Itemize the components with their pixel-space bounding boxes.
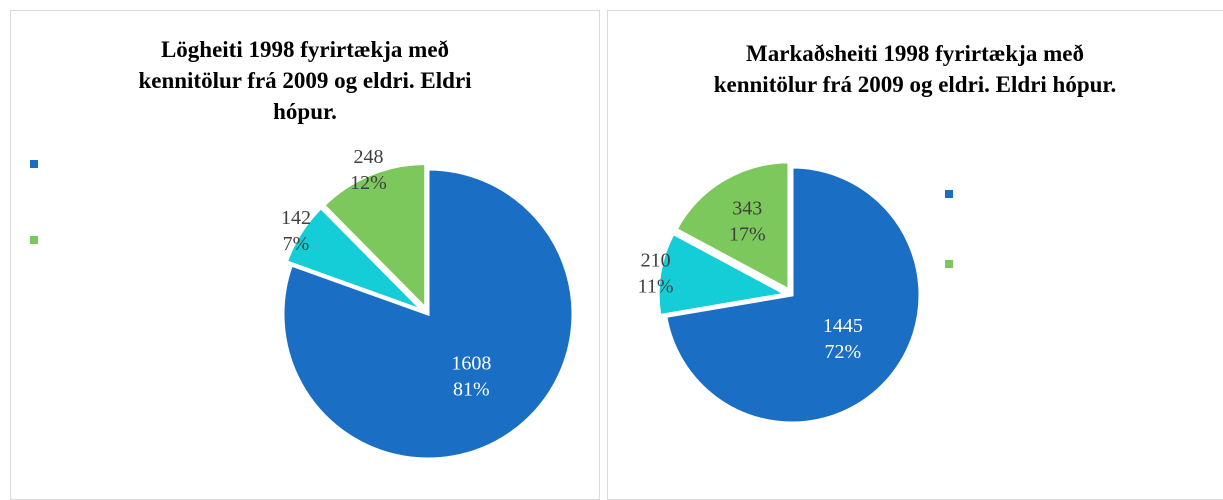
legend-swatch (30, 160, 38, 168)
legend: íslensk markaðsheitiblönduð markaðsheiti… (945, 180, 1175, 268)
data-label: 1608 (451, 353, 491, 375)
chart-title: Lögheiti 1998 fyrirtækja með kennitölur … (138, 37, 472, 124)
legend: íslensk lögheitiblönduð lögheiti, íslens… (30, 150, 230, 244)
data-label: 248 (353, 146, 383, 168)
legend-swatch (30, 236, 38, 244)
legend-swatch (945, 190, 953, 198)
data-label-percent: 7% (283, 233, 310, 255)
data-label-percent: 72% (825, 341, 862, 363)
pie-slice (281, 167, 575, 461)
data-label: 1445 (823, 315, 863, 337)
pie-slice (656, 231, 791, 318)
data-label: 343 (732, 197, 762, 219)
data-label-percent: 81% (453, 379, 490, 401)
data-label-percent: 11% (638, 276, 674, 298)
pie-slice (284, 205, 425, 313)
data-label-percent: 17% (729, 223, 766, 245)
pie-slice (664, 165, 922, 425)
legend-swatch (945, 260, 953, 268)
data-label: 210 (641, 250, 671, 272)
chart-title: Markaðsheiti 1998 fyrirtækja með kennitö… (713, 41, 1117, 97)
data-label: 142 (281, 207, 311, 229)
pie-slice (321, 161, 428, 313)
pie-slice (674, 160, 791, 293)
data-label-percent: 12% (350, 172, 387, 194)
